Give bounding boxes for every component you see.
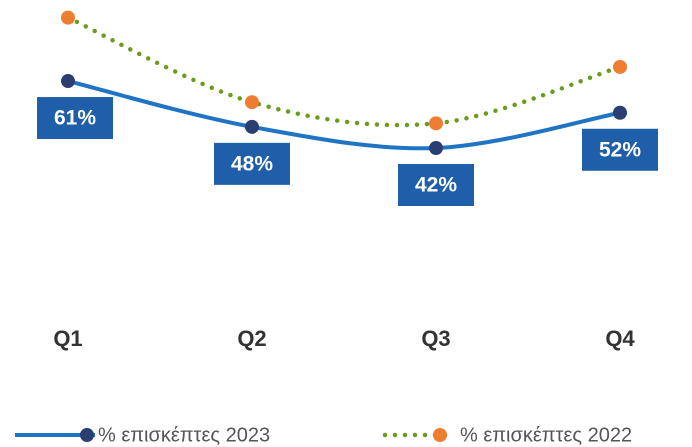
x-tick-label: Q2 xyxy=(237,326,266,351)
point xyxy=(245,119,259,134)
legend-label: % επισκέπτες 2023 xyxy=(98,424,270,446)
series-line xyxy=(65,15,623,128)
legend-marker xyxy=(80,428,94,442)
point xyxy=(429,141,443,155)
data-label-box xyxy=(214,142,290,185)
legend-label: % επισκέπτες 2022 xyxy=(460,424,632,446)
point xyxy=(429,116,443,131)
x-tick-label: Q4 xyxy=(605,326,635,351)
point xyxy=(613,105,627,120)
data-label: 52% xyxy=(599,138,641,161)
x-tick-label: Q3 xyxy=(421,326,450,351)
point xyxy=(61,10,75,25)
point xyxy=(613,59,627,74)
data-label: 42% xyxy=(415,174,457,197)
series-line xyxy=(67,79,621,151)
data-label-box xyxy=(398,164,474,206)
legend-marker xyxy=(433,428,447,442)
x-tick-label: Q1 xyxy=(53,326,82,351)
point xyxy=(245,95,259,110)
data-label-box xyxy=(37,97,113,140)
data-label-box xyxy=(582,128,658,171)
point xyxy=(61,74,75,89)
data-label: 61% xyxy=(54,107,96,130)
data-label: 48% xyxy=(231,152,273,175)
